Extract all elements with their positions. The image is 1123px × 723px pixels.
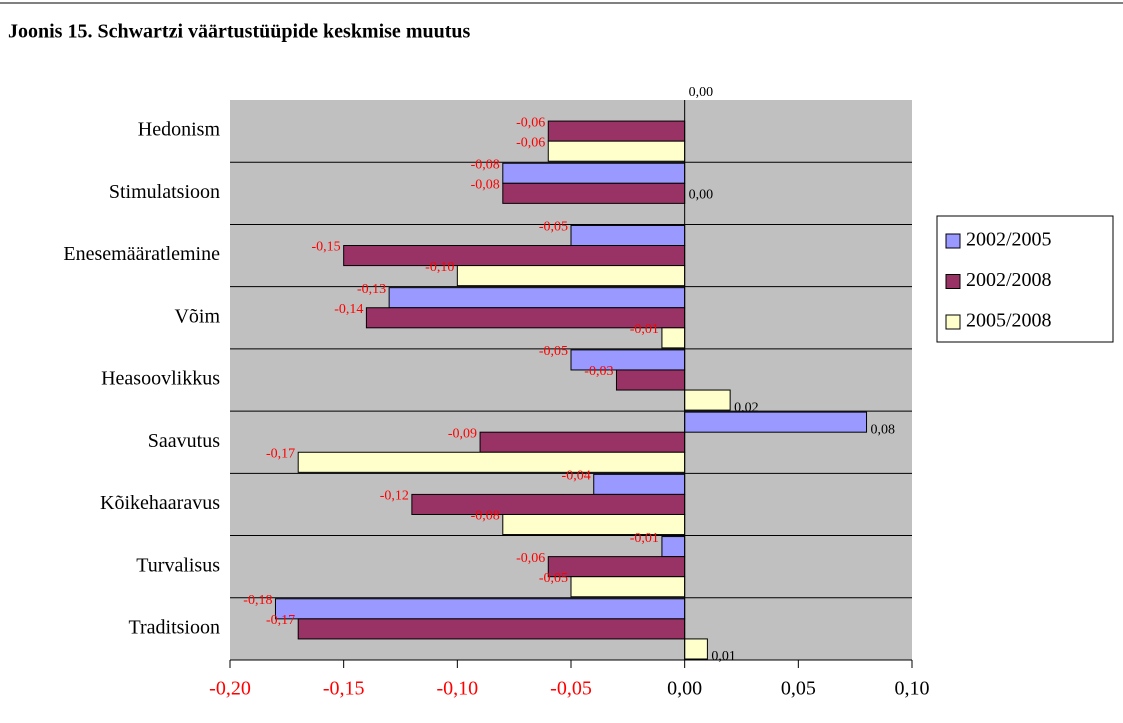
data-label: -0,05 xyxy=(539,344,568,359)
bar xyxy=(456,265,686,287)
y-tick-label: Turvalisus xyxy=(136,554,220,576)
bar xyxy=(343,245,686,267)
data-label: -0,01 xyxy=(630,322,659,337)
chart-title: Joonis 15. Schwartzi väärtustüüpide kesk… xyxy=(8,21,471,43)
bar xyxy=(593,473,686,495)
bar xyxy=(615,369,686,391)
bar xyxy=(547,120,686,142)
data-label: -0,06 xyxy=(516,115,545,130)
data-label: 0,00 xyxy=(689,188,714,203)
bar xyxy=(297,618,686,640)
bar xyxy=(661,536,686,558)
x-tick-label: -0,15 xyxy=(323,678,365,700)
data-label: -0,01 xyxy=(630,531,659,546)
data-label: -0,04 xyxy=(562,469,591,484)
legend-swatch xyxy=(945,233,961,249)
y-tick-label: Traditsioon xyxy=(128,616,220,638)
data-label: -0,15 xyxy=(311,240,340,255)
data-label: -0,12 xyxy=(380,489,409,504)
x-tick-label: 0,05 xyxy=(781,678,816,700)
data-label: -0,03 xyxy=(584,364,613,379)
x-tick-label: -0,10 xyxy=(436,678,478,700)
x-tick-label: -0,05 xyxy=(550,678,592,700)
y-tick-label: Stimulatsioon xyxy=(109,181,220,203)
y-tick-label: Võim xyxy=(174,305,220,327)
data-label: -0,13 xyxy=(357,282,386,297)
data-label: 0,00 xyxy=(689,85,714,100)
bar xyxy=(570,224,686,247)
legend-label: 2002/2008 xyxy=(966,269,1052,291)
data-label: -0,10 xyxy=(425,260,454,275)
y-tick-label: Heasoovlikkus xyxy=(101,368,220,390)
y-tick-label: Enesemääratlemine xyxy=(63,243,220,265)
legend xyxy=(936,215,1114,343)
legend-swatch xyxy=(945,274,961,289)
bar xyxy=(297,451,686,473)
bar xyxy=(411,493,686,515)
data-label: -0,05 xyxy=(539,571,568,586)
bar xyxy=(684,411,868,433)
bar xyxy=(684,389,731,411)
legend-swatch xyxy=(945,314,961,330)
x-tick-label: 0,00 xyxy=(667,678,702,700)
data-label: 0,08 xyxy=(871,422,896,437)
y-tick-label: Hedonism xyxy=(138,119,221,141)
data-label: -0,08 xyxy=(471,509,500,524)
bar xyxy=(661,327,686,349)
bar xyxy=(684,638,708,660)
legend-label: 2002/2005 xyxy=(966,229,1052,251)
bar xyxy=(570,576,686,598)
data-label: -0,06 xyxy=(516,135,545,150)
data-label: 0,02 xyxy=(734,400,759,415)
data-label: -0,09 xyxy=(448,426,477,441)
data-label: -0,17 xyxy=(266,446,295,461)
x-tick-label: -0,20 xyxy=(209,678,251,700)
data-label: 0,01 xyxy=(711,649,736,664)
x-tick-label: 0,10 xyxy=(895,678,930,700)
bar xyxy=(547,140,686,162)
legend-label: 2005/2008 xyxy=(966,310,1052,332)
bar xyxy=(388,287,686,309)
data-label: -0,06 xyxy=(516,551,545,566)
data-label: -0,08 xyxy=(471,178,500,193)
bar xyxy=(502,162,686,184)
y-tick-label: Saavutus xyxy=(148,430,220,452)
data-label: -0,05 xyxy=(539,220,568,235)
data-label: -0,18 xyxy=(243,593,272,608)
bar xyxy=(502,182,686,204)
data-label: -0,14 xyxy=(334,302,363,317)
data-label: -0,08 xyxy=(471,157,500,172)
data-label: -0,17 xyxy=(266,613,295,628)
y-tick-label: Kõikehaaravus xyxy=(100,492,220,514)
bar xyxy=(547,556,686,578)
bar xyxy=(479,431,686,453)
bar xyxy=(274,598,686,620)
